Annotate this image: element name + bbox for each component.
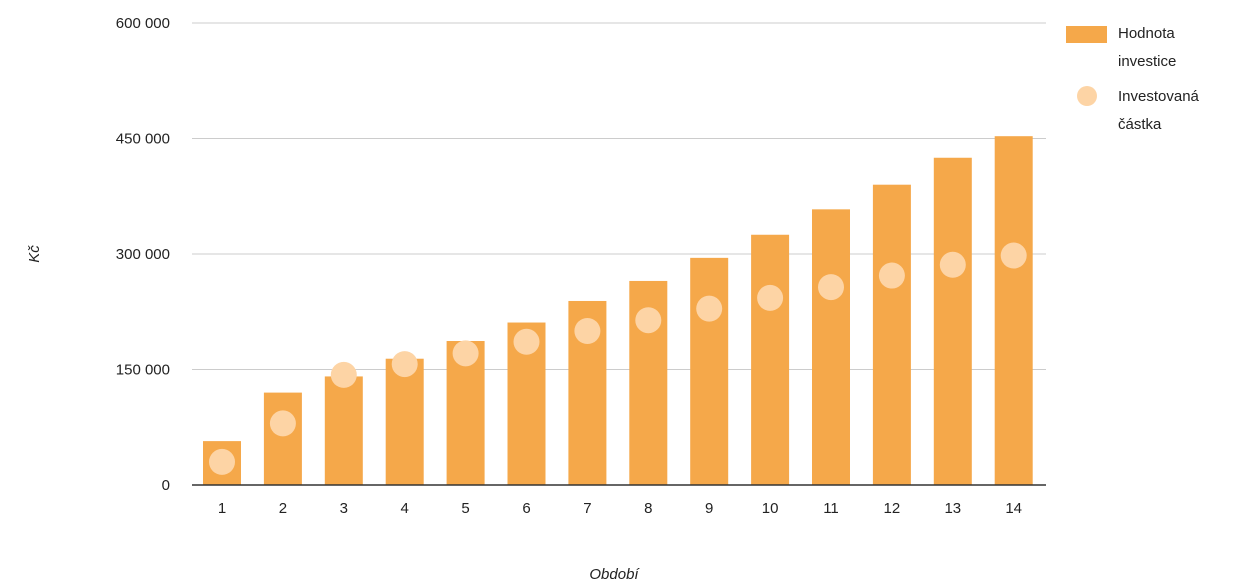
bar-4 <box>385 358 424 485</box>
bar-13 <box>933 157 972 485</box>
legend: Hodnota investice Investovaná částka <box>1066 25 1200 133</box>
x-tick-label-9: 9 <box>705 500 713 517</box>
y-tick-label-0: 0 <box>162 477 170 494</box>
y-tick-label-4: 600 000 <box>116 15 170 32</box>
x-tick-label-6: 6 <box>522 500 530 517</box>
bar-9 <box>690 257 729 485</box>
y-axis-title: Kč <box>26 245 43 263</box>
gridlines <box>192 22 1046 370</box>
bar-12 <box>872 184 911 485</box>
point-9 <box>696 295 723 322</box>
point-11 <box>818 274 844 301</box>
x-tick-label-2: 2 <box>279 500 287 517</box>
x-axis-title: Období <box>589 566 640 583</box>
point-4 <box>391 351 418 378</box>
y-tick-label-2: 300 000 <box>116 246 170 263</box>
point-2 <box>269 410 296 437</box>
point-12 <box>878 262 905 289</box>
bar-10 <box>751 234 790 485</box>
legend-label-hodnota-investice-line2: investice <box>1118 53 1176 70</box>
y-tick-label-3: 450 000 <box>116 131 170 148</box>
legend-swatch-hodnota-investice <box>1066 26 1107 43</box>
point-3 <box>330 361 357 388</box>
x-tick-label-11: 11 <box>823 500 839 517</box>
point-5 <box>452 340 479 367</box>
x-tick-label-4: 4 <box>401 500 409 517</box>
bar-11 <box>812 209 850 485</box>
bar-14 <box>994 136 1033 485</box>
point-14 <box>1000 242 1027 269</box>
x-tick-label-1: 1 <box>218 500 226 517</box>
x-tick-label-8: 8 <box>644 500 652 517</box>
point-1 <box>209 448 235 475</box>
legend-label-investovana-castka-line1: Investovaná <box>1118 88 1200 105</box>
y-tick-label-1: 150 000 <box>116 362 170 379</box>
point-8 <box>635 307 662 334</box>
x-tick-label-5: 5 <box>461 500 469 517</box>
point-13 <box>939 251 966 278</box>
point-7 <box>574 318 601 344</box>
bar-3 <box>324 376 363 485</box>
legend-label-investovana-castka-line2: částka <box>1118 116 1162 133</box>
bars <box>203 136 1033 485</box>
x-tick-label-14: 14 <box>1005 500 1022 517</box>
point-6 <box>513 328 540 355</box>
points <box>209 242 1027 475</box>
x-tick-label-7: 7 <box>583 500 591 517</box>
x-tick-label-10: 10 <box>762 500 779 517</box>
bar-2 <box>263 392 302 485</box>
x-tick-label-12: 12 <box>884 500 901 517</box>
x-tick-label-13: 13 <box>944 500 961 517</box>
point-10 <box>757 284 784 311</box>
legend-swatch-investovana-castka <box>1077 86 1097 106</box>
x-tick-label-3: 3 <box>340 500 348 517</box>
legend-label-hodnota-investice-line1: Hodnota <box>1118 25 1175 42</box>
